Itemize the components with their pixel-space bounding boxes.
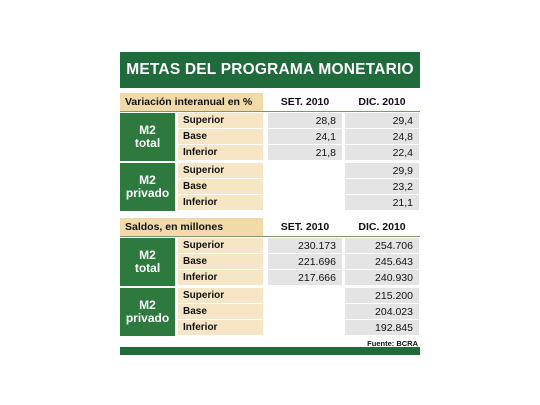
group-label: M2 total bbox=[120, 238, 175, 286]
value-cell: 240.930 bbox=[345, 270, 419, 285]
source: Fuente: BCRA bbox=[367, 339, 418, 348]
value-cell: 230.173 bbox=[268, 238, 342, 253]
row-label: Inferior bbox=[178, 195, 263, 210]
value-cell: 21,8 bbox=[268, 145, 342, 160]
group-label-line: M2 bbox=[139, 173, 156, 187]
value-cell: 21,1 bbox=[345, 195, 419, 210]
column-header: DIC. 2010 bbox=[358, 96, 406, 108]
group-label-line: M2 bbox=[139, 248, 156, 262]
column-header: DIC. 2010 bbox=[358, 221, 406, 233]
row-label: Superior bbox=[178, 163, 263, 178]
row-label: Base bbox=[178, 179, 263, 194]
row-label: Base bbox=[178, 129, 263, 144]
value-cell: 217.666 bbox=[268, 270, 342, 285]
value-cell: 29,9 bbox=[345, 163, 419, 178]
row-label: Inferior bbox=[178, 145, 263, 160]
value-cell: 28,8 bbox=[268, 113, 342, 128]
footer-bar bbox=[120, 347, 420, 355]
group-label-line: M2 bbox=[139, 298, 156, 312]
row-label: Superior bbox=[178, 238, 263, 253]
row-label: Base bbox=[178, 254, 263, 269]
value-cell: 215.200 bbox=[345, 288, 419, 303]
section-header: Saldos, en millones bbox=[120, 218, 263, 236]
value-cell: 23,2 bbox=[345, 179, 419, 194]
column-header: SET. 2010 bbox=[280, 221, 330, 233]
value-cell: 29,4 bbox=[345, 113, 419, 128]
header-rule bbox=[120, 236, 420, 237]
value-cell: 24,8 bbox=[345, 129, 419, 144]
value-cell: 254.706 bbox=[345, 238, 419, 253]
column-header: SET. 2010 bbox=[280, 96, 330, 108]
group-label-line: privado bbox=[125, 311, 170, 325]
row-label: Inferior bbox=[178, 320, 263, 335]
group-label-line: total bbox=[134, 261, 161, 275]
header-rule bbox=[120, 111, 420, 112]
value-cell: 245.643 bbox=[345, 254, 419, 269]
value-cell: 192.845 bbox=[345, 320, 419, 335]
row-label: Superior bbox=[178, 288, 263, 303]
group-label-line: M2 bbox=[139, 123, 156, 137]
row-label: Base bbox=[178, 304, 263, 319]
group-label: M2 total bbox=[120, 113, 175, 161]
group-label-line: privado bbox=[125, 186, 170, 200]
section-header: Variación interanual en % bbox=[120, 93, 263, 111]
group-label: M2 privado bbox=[120, 288, 175, 336]
value-cell: 204.023 bbox=[345, 304, 419, 319]
value-cell: 221.696 bbox=[268, 254, 342, 269]
group-label-line: total bbox=[134, 136, 161, 150]
value-cell: 22,4 bbox=[345, 145, 419, 160]
group-label: M2 privado bbox=[120, 163, 175, 211]
row-label: Inferior bbox=[178, 270, 263, 285]
title: METAS DEL PROGRAMA MONETARIO bbox=[120, 52, 420, 88]
value-cell: 24,1 bbox=[268, 129, 342, 144]
row-label: Superior bbox=[178, 113, 263, 128]
